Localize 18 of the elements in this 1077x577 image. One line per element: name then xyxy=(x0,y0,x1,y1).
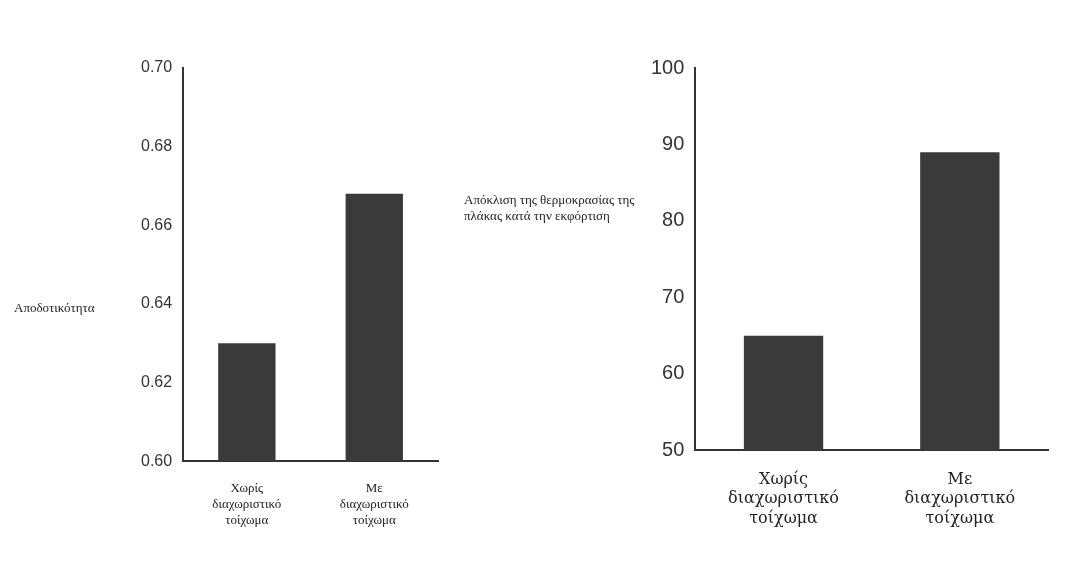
x-tick-label: Με διαχωριστικό τοίχωμα xyxy=(339,480,409,527)
y-tick-label: 0.70 xyxy=(141,58,173,76)
y-axis-title: Απόκλιση της θερμοκρασίας της πλάκας κατά την εκφόρτιση xyxy=(463,192,636,224)
y-tick-label: 0.68 xyxy=(141,137,173,155)
y-tick-label: 0.64 xyxy=(141,294,173,312)
y-axis-title: Αποδοτικότητα xyxy=(13,300,96,316)
y-tick-label: 0.60 xyxy=(141,451,173,469)
y-tick-label: 0.66 xyxy=(141,215,173,233)
y-tick-label: 0.62 xyxy=(141,372,173,390)
x-tick-label: Χωρίς διαχωριστικό τοίχωμα xyxy=(728,469,839,527)
x-tick-label: Χωρίς διαχωριστικό τοίχωμα xyxy=(212,480,282,527)
y-tick-label: 80 xyxy=(662,208,685,231)
x-tick-label: Με διαχωριστικό τοίχωμα xyxy=(904,469,1016,527)
y-tick-label: 90 xyxy=(662,132,685,154)
y-tick-label: 70 xyxy=(662,284,685,307)
y-tick-label: 100 xyxy=(650,55,685,78)
y-tick-label: 60 xyxy=(662,361,685,384)
y-tick-label: 50 xyxy=(662,437,685,460)
